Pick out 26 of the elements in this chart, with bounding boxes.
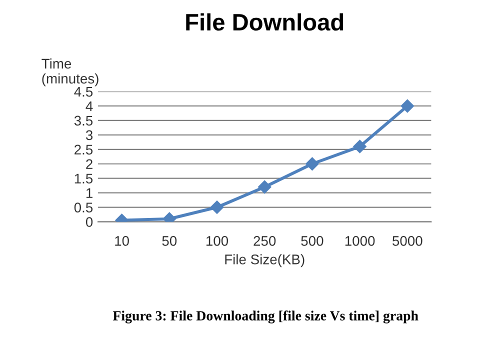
point <box>210 200 224 214</box>
point <box>258 180 272 194</box>
y-tick-label: 4.5 <box>74 86 93 97</box>
y-tick-label: 0 <box>86 217 93 227</box>
y-tick-label: 2 <box>86 159 92 169</box>
y-tick-label: 4 <box>86 101 93 112</box>
x-tick-label: 50 <box>162 236 177 246</box>
point <box>353 140 366 154</box>
point <box>306 157 319 170</box>
y-axis-title: Time (minutes) <box>42 58 98 86</box>
x-tick-label: 100 <box>206 236 228 246</box>
y-tick-label: 3.5 <box>74 116 93 126</box>
chart-title: File Download <box>186 13 344 31</box>
point <box>400 99 414 113</box>
x-tick-label: 250 <box>254 236 276 246</box>
caption: Figure 3: File Downloading [file size Vs time] graph <box>112 310 418 324</box>
x-axis-title: File Size(KB) <box>225 254 304 268</box>
y-tick-label: 0.5 <box>74 202 93 212</box>
x-tick-label: 500 <box>301 236 324 246</box>
y-tick-label: 3 <box>86 130 93 140</box>
y-tick-label: 1 <box>86 188 92 198</box>
x-tick-label: 10 <box>115 236 129 246</box>
x-tick-label: 1000 <box>345 236 375 246</box>
x-tick-label: 5000 <box>392 236 422 246</box>
y-tick-label: 2.5 <box>74 144 93 155</box>
y-tick-label: 1.5 <box>74 174 93 184</box>
